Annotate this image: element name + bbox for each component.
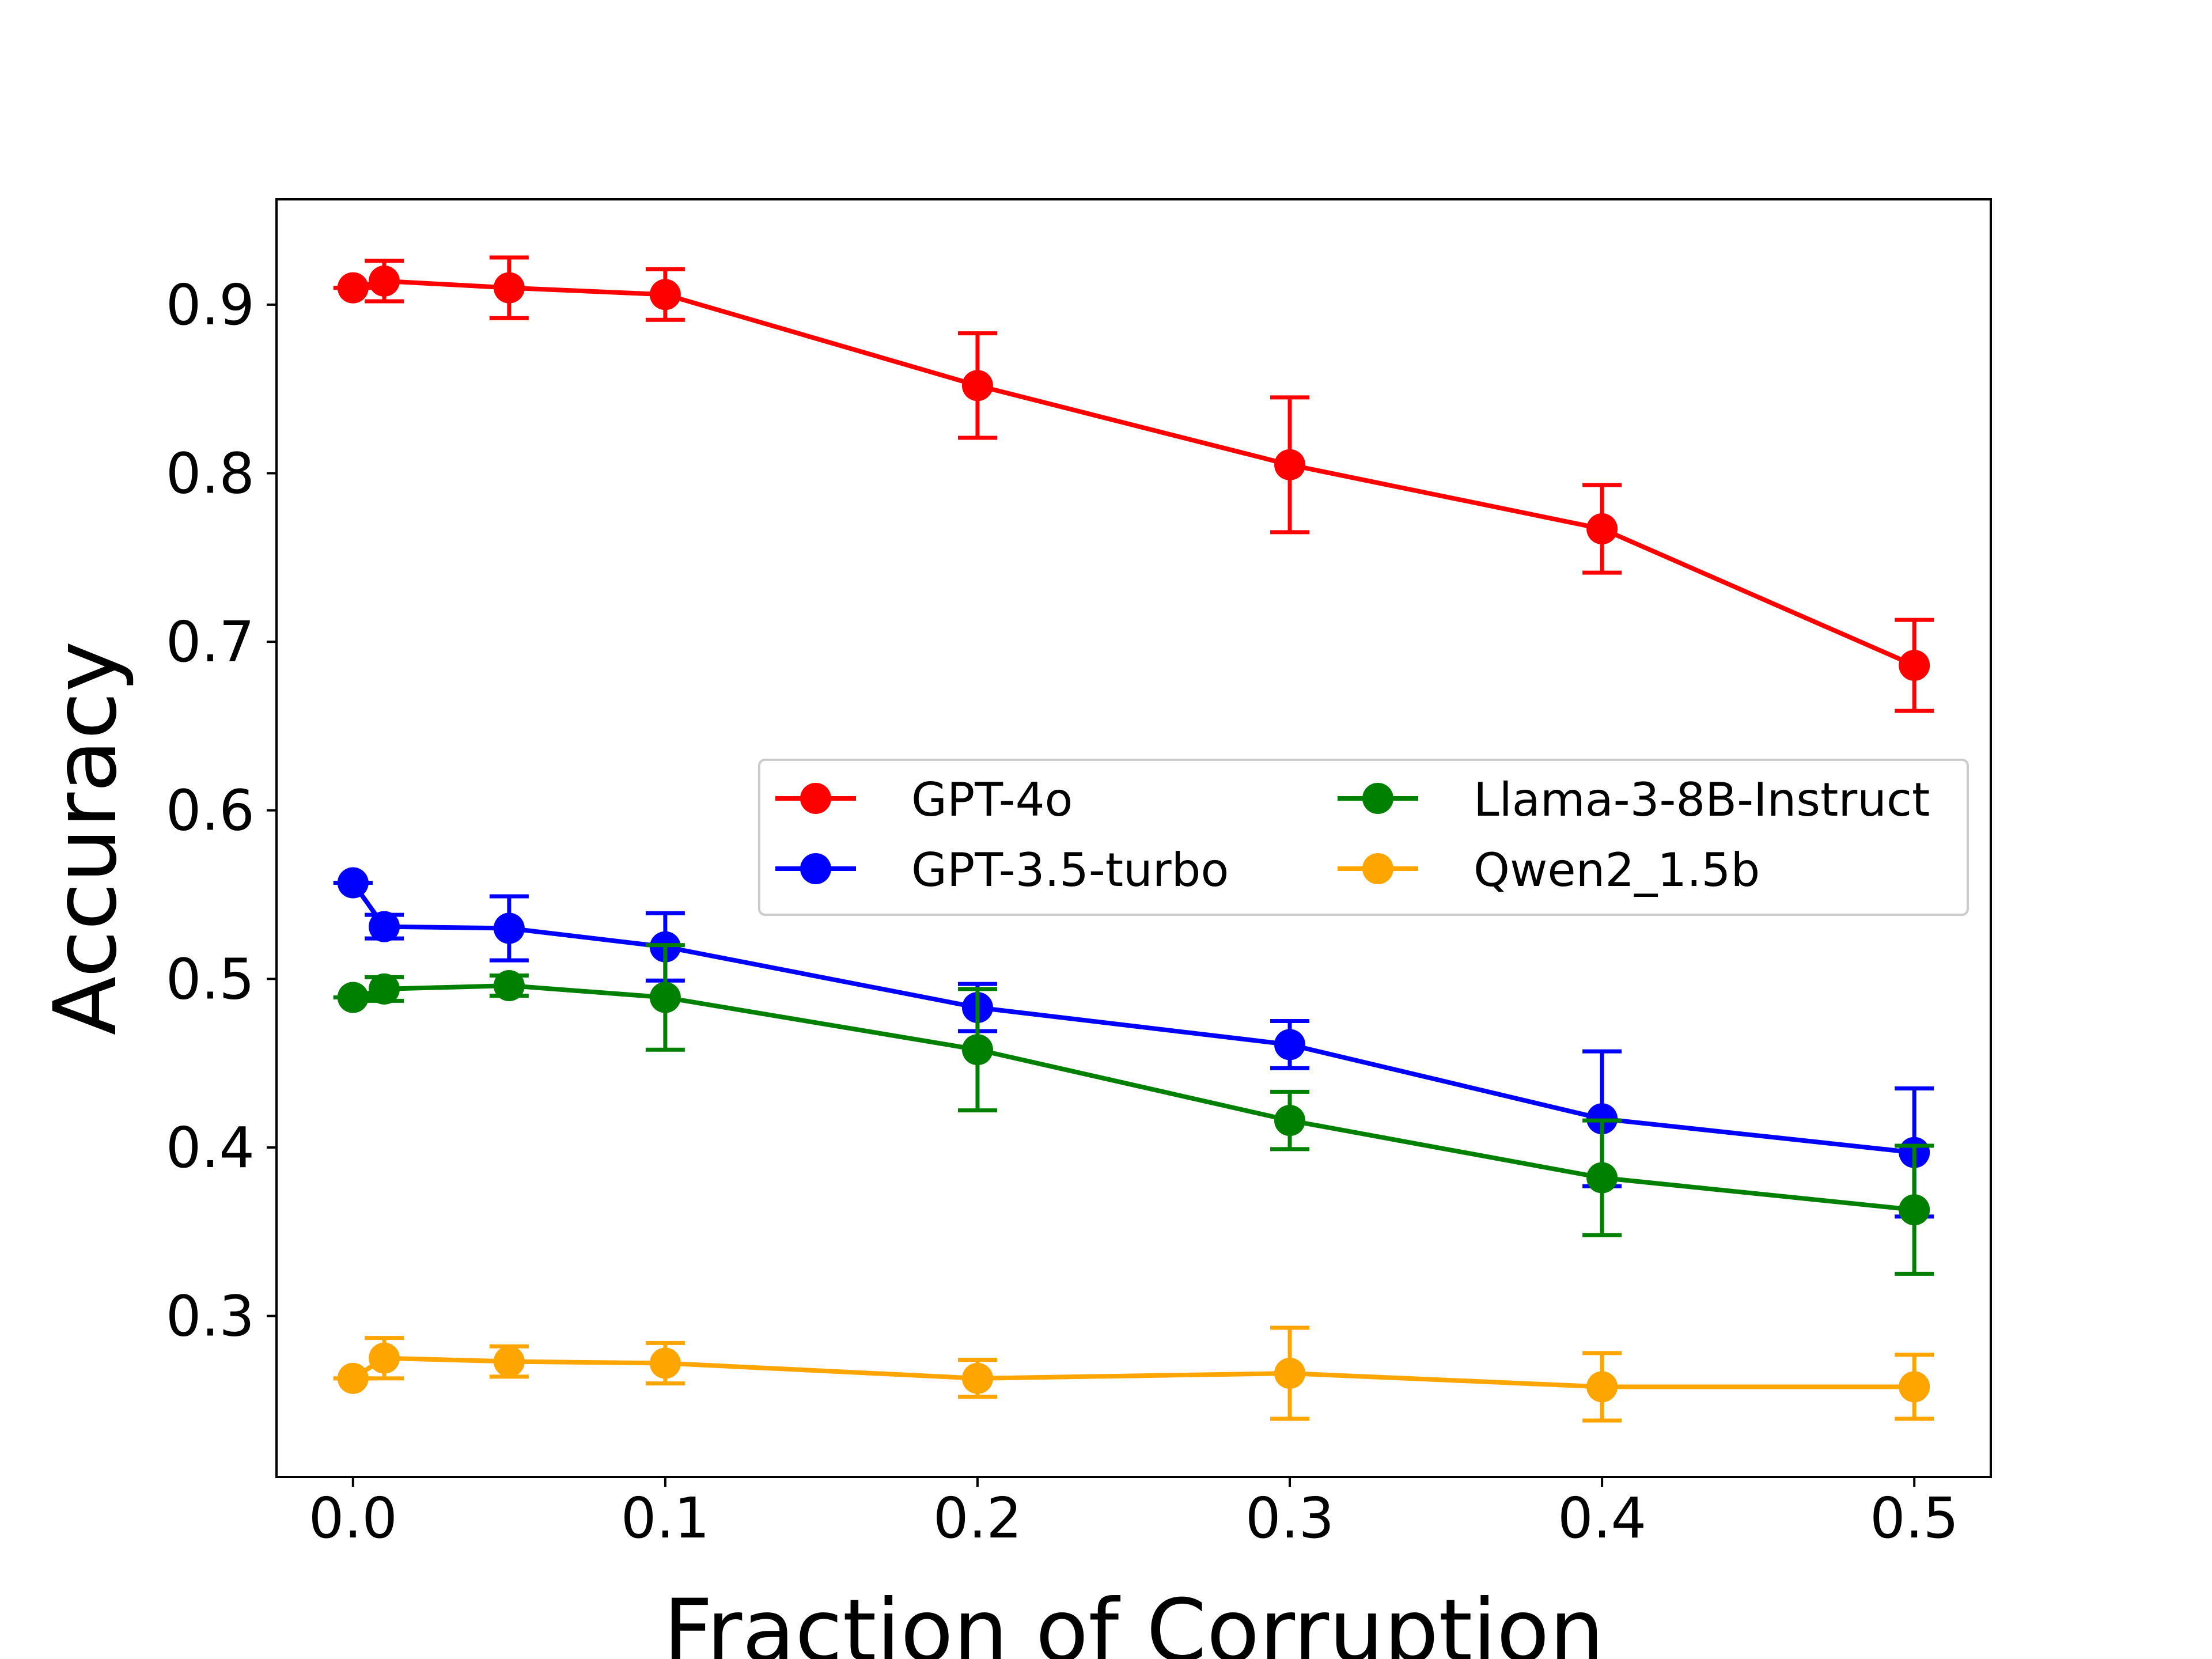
plot-frame <box>275 198 1992 1478</box>
legend-marker <box>1362 853 1393 884</box>
data-point <box>961 1362 993 1394</box>
y-tick-label: 0.6 <box>166 778 255 843</box>
y-tick-label: 0.8 <box>166 441 255 506</box>
x-tick-label: 0.4 <box>1558 1486 1646 1551</box>
y-tick-label: 0.3 <box>166 1284 255 1349</box>
y-axis-label: Accuracy <box>36 641 136 1036</box>
legend-item: Llama-3-8B-Instruct <box>1338 773 1930 827</box>
data-point <box>369 1342 400 1374</box>
x-tick-label: 0.3 <box>1245 1486 1334 1551</box>
data-point <box>1274 1105 1306 1137</box>
legend-label: Llama-3-8B-Instruct <box>1474 773 1930 827</box>
y-tick-label: 0.9 <box>166 272 255 338</box>
x-tick-label: 0.1 <box>621 1486 710 1551</box>
legend-marker <box>800 853 831 884</box>
legend-label: GPT-4o <box>911 773 1073 827</box>
data-point <box>961 1034 993 1066</box>
data-point <box>369 973 400 1005</box>
legend-item: GPT-4o <box>775 773 1073 827</box>
data-point <box>337 982 369 1013</box>
series-qwen2-1-5b <box>333 1325 1934 1423</box>
series-llama-3-8b-instruct <box>333 943 1934 1276</box>
data-point <box>649 982 681 1013</box>
data-point <box>337 1362 369 1394</box>
data-point <box>1899 1371 1930 1403</box>
data-point <box>649 1347 681 1379</box>
data-point <box>1274 1029 1306 1060</box>
x-tick-label: 0.5 <box>1870 1486 1959 1551</box>
legend-item: Qwen2_1.5b <box>1338 843 1760 897</box>
data-point <box>493 272 525 304</box>
data-point <box>493 970 525 1002</box>
legend-label: GPT-3.5-turbo <box>911 843 1229 897</box>
y-axis: 0.3 0.4 0.5 0.6 0.7 0.8 0.9 <box>166 272 276 1349</box>
data-point <box>337 272 369 304</box>
data-point <box>1586 1371 1618 1403</box>
y-tick-label: 0.7 <box>166 609 255 675</box>
x-axis-label: Fraction of Corruption <box>663 1581 1604 1659</box>
x-tick-label: 0.2 <box>933 1486 1022 1551</box>
legend-marker <box>800 783 831 814</box>
data-point <box>337 867 369 899</box>
data-point <box>1586 513 1618 545</box>
data-point <box>1899 1194 1930 1226</box>
x-axis: 0.0 0.1 0.2 0.3 0.4 0.5 <box>309 1477 1959 1551</box>
data-point <box>1586 1162 1618 1194</box>
legend-marker <box>1362 783 1393 814</box>
data-point <box>369 911 400 942</box>
series-line <box>351 881 1915 1155</box>
series-line <box>351 1355 1915 1389</box>
data-point <box>649 279 681 310</box>
data-point <box>1899 650 1930 681</box>
legend-label: Qwen2_1.5b <box>1474 843 1760 897</box>
y-tick-label: 0.4 <box>166 1115 255 1180</box>
data-point <box>493 912 525 944</box>
data-point <box>493 1346 525 1377</box>
legend-item: GPT-3.5-turbo <box>775 843 1229 897</box>
data-point <box>1274 449 1306 480</box>
data-point <box>1274 1358 1306 1389</box>
data-point <box>961 370 993 402</box>
y-tick-label: 0.5 <box>166 946 255 1012</box>
data-point <box>369 265 400 297</box>
legend-box <box>758 759 1969 916</box>
series-line <box>352 278 1915 668</box>
series-layer <box>333 255 1934 1423</box>
x-tick-label: 0.0 <box>309 1486 397 1551</box>
series-gpt-4o <box>333 255 1934 713</box>
series-line <box>352 983 1915 1213</box>
legend: GPT-4o GPT-3.5-turbo Llama-3-8B-Instruct Qw… <box>758 759 1969 916</box>
